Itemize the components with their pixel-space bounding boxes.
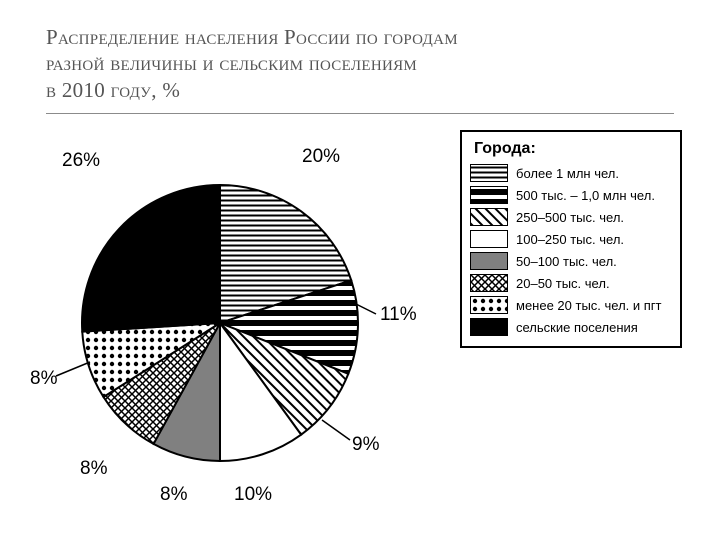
leader-line [322,420,350,440]
legend-swatch-500k_1m [470,186,508,204]
legend-swatch-50_100 [470,252,508,270]
legend-swatch-20_50 [470,274,508,292]
legend-row-lt20: менее 20 тыс. чел. и пгт [470,296,672,314]
legend-row-50_100: 50–100 тыс. чел. [470,252,672,270]
legend-swatch-rural [470,318,508,336]
pct-label-50_100: 8% [160,484,187,506]
content-area: 20% 11% 9% 10% 8% 8% 8% 26% Города: более 1 млн… [20,128,700,508]
pie-chart: 20% 11% 9% 10% 8% 8% 8% 26% [20,128,420,508]
legend-row-500k_1m: 500 тыс. – 1,0 млн чел. [470,186,672,204]
pct-label-100_250: 10% [234,484,272,506]
pct-label-250_500: 9% [352,434,379,456]
legend-label-100_250: 100–250 тыс. чел. [516,232,624,247]
title-block: Распределение населения России по города… [0,0,720,124]
legend-label-500k_1m: 500 тыс. – 1,0 млн чел. [516,188,655,203]
legend-row-20_50: 20–50 тыс. чел. [470,274,672,292]
slide-title: Распределение населения России по города… [46,24,674,103]
legend-label-250_500: 250–500 тыс. чел. [516,210,624,225]
legend-title: Города: [470,140,672,158]
pct-label-over1m: 20% [302,146,340,168]
title-line-1: Распределение населения России по города… [46,25,458,49]
legend-label-lt20: менее 20 тыс. чел. и пгт [516,298,662,313]
pct-label-lt20: 8% [30,368,57,390]
pie-slice-rural [82,185,220,332]
legend-label-over1m: более 1 млн чел. [516,166,619,181]
legend-label-rural: сельские поселения [516,320,638,335]
leader-line [56,362,90,376]
legend-label-50_100: 50–100 тыс. чел. [516,254,617,269]
legend-row-rural: сельские поселения [470,318,672,336]
legend-row-250_500: 250–500 тыс. чел. [470,208,672,226]
legend-label-20_50: 20–50 тыс. чел. [516,276,610,291]
leader-line [356,304,376,314]
legend-row-100_250: 100–250 тыс. чел. [470,230,672,248]
pct-label-20_50: 8% [80,458,107,480]
title-line-2: разной величины и сельским поселениям [46,51,417,75]
legend-row-over1m: более 1 млн чел. [470,164,672,182]
title-line-3: в 2010 году, % [46,78,180,102]
pct-label-500k_1m: 11% [380,304,417,326]
legend-box: Города: более 1 млн чел. 500 тыс. – 1,0 м… [460,130,682,348]
legend-swatch-250_500 [470,208,508,226]
legend-swatch-100_250 [470,230,508,248]
pct-label-rural: 26% [62,150,100,172]
legend-swatch-over1m [470,164,508,182]
legend-swatch-lt20 [470,296,508,314]
